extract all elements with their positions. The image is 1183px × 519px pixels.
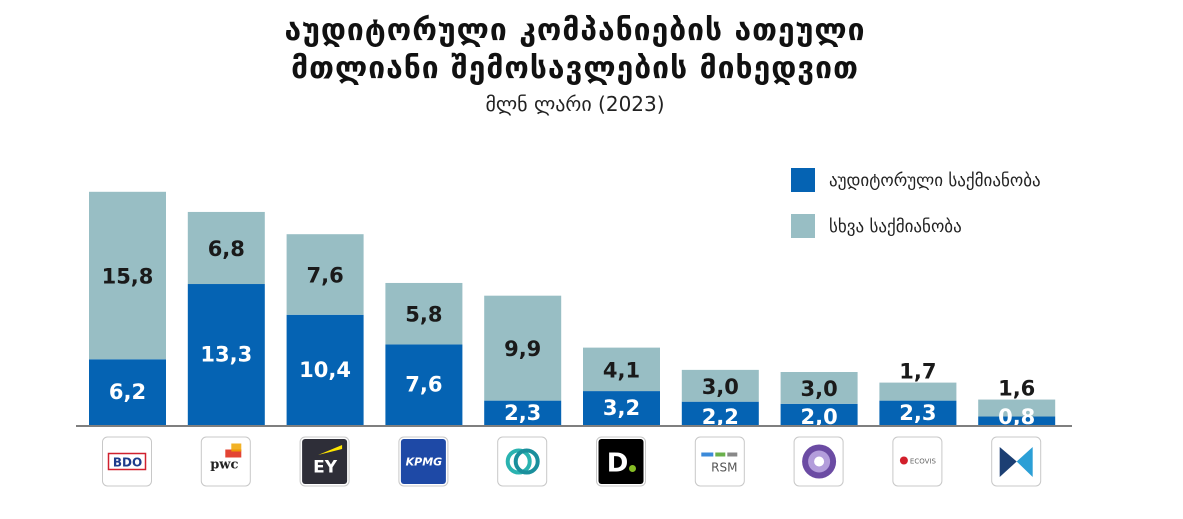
kpmg-logo-bg — [400, 439, 446, 484]
label-other-8: 1,7 — [899, 360, 936, 384]
logos-group: BDO pwc EY KPMG D RSM ECOVIS — [102, 436, 1042, 487]
label-audit-2: 10,4 — [299, 358, 351, 382]
purple-swirl-logo — [793, 436, 844, 487]
bar-other-6 — [681, 369, 759, 402]
bar-other-3 — [385, 282, 463, 345]
label-audit-1: 13,3 — [200, 343, 252, 367]
bar-other-0 — [89, 191, 166, 360]
kpmg-logo: KPMG — [398, 436, 449, 487]
label-audit-7: 2,0 — [800, 405, 837, 429]
triangle-logo — [991, 436, 1042, 487]
bar-audit-3 — [385, 344, 463, 425]
label-other-9: 1,6 — [998, 377, 1035, 401]
bar-audit-4 — [484, 400, 562, 425]
label-other-0: 15,8 — [102, 265, 154, 289]
ey-logo: EY — [299, 436, 350, 487]
rsm-logo: RSM — [694, 436, 745, 487]
rsm-logo-text: RSM — [711, 461, 737, 475]
ey-logo-text: EY — [313, 458, 338, 478]
legend-label-audit: აუდიტორული საქმიანობა — [829, 171, 1041, 191]
chart-subtitle: მლნ ლარი (2023) — [485, 92, 665, 116]
pwc-logo-block-orange — [231, 443, 242, 452]
label-other-4: 9,9 — [504, 337, 541, 361]
label-audit-5: 3,2 — [603, 396, 640, 420]
bar-audit-0 — [89, 359, 166, 425]
bar-audit-5 — [583, 391, 660, 425]
legend: აუდიტორული საქმიანობა სხვა საქმიანობა — [791, 168, 1041, 238]
ecovis-logo-text: ECOVIS — [910, 458, 937, 466]
bar-audit-2 — [286, 314, 364, 425]
chart-title-line-2: მთლიანი შემოსავლების მიხედვით — [291, 51, 859, 86]
triangle-logo-left — [999, 447, 1017, 477]
bar-audit-1 — [187, 284, 265, 425]
rsm-logo-frame — [694, 436, 745, 487]
ecovis-logo-frame — [892, 436, 943, 487]
bar-other-9 — [978, 399, 1056, 417]
label-audit-8: 2,3 — [899, 401, 936, 425]
rsm-logo-bar-1 — [701, 452, 714, 457]
kpmg-logo-text: KPMG — [406, 456, 443, 469]
bdo-logo: BDO — [102, 436, 152, 487]
label-audit-6: 2,2 — [702, 405, 739, 429]
rings-logo-ring-2 — [513, 448, 540, 475]
rsm-logo-bar-3 — [727, 452, 738, 457]
bar-audit-7 — [780, 403, 858, 425]
bdo-logo-outline — [107, 452, 147, 471]
label-audit-3: 7,6 — [405, 373, 442, 397]
label-other-5: 4,1 — [603, 358, 640, 382]
bar-other-7 — [780, 372, 858, 404]
bar-audit-8 — [879, 400, 957, 425]
bars-group: 6,2 15,8 13,3 6,8 10,4 7,6 7,6 5,8 2,3 9,9 3,2 4,1 2… — [89, 191, 1056, 429]
deloitte-logo-dot — [629, 465, 636, 472]
circular-rings-logo — [497, 436, 548, 487]
bar-audit-9 — [978, 416, 1056, 425]
deloitte-logo: D — [596, 436, 646, 487]
label-other-6: 3,0 — [702, 375, 739, 399]
pwc-logo-text: pwc — [210, 458, 238, 473]
label-audit-9: 0,8 — [998, 405, 1035, 429]
label-audit-0: 6,2 — [109, 380, 146, 404]
bar-other-4 — [484, 295, 562, 401]
bar-other-8 — [879, 382, 957, 401]
label-other-1: 6,8 — [208, 237, 245, 261]
deloitte-logo-bg — [598, 439, 644, 484]
label-other-3: 5,8 — [405, 303, 442, 327]
legend-swatch-audit — [791, 168, 815, 192]
bdo-logo-frame — [102, 436, 152, 487]
bdo-logo-text: BDO — [113, 456, 142, 470]
chart-title-line-1: აუდიტორული კომპანიების ათეული — [284, 13, 866, 48]
pwc-logo-block-red — [225, 449, 242, 458]
rings-logo-ring-1 — [505, 448, 532, 475]
pwc-logo: pwc — [200, 436, 251, 487]
legend-swatch-other — [791, 214, 815, 238]
circular-rings-logo-frame — [497, 436, 548, 487]
bar-audit-6 — [681, 401, 759, 425]
ecovis-logo-mark — [899, 456, 908, 465]
triangle-logo-right — [1016, 447, 1033, 477]
rsm-logo-bar-2 — [715, 452, 726, 457]
bar-other-2 — [286, 234, 364, 315]
deloitte-logo-letter: D — [607, 449, 629, 479]
ey-logo-beam — [318, 445, 343, 455]
bar-other-5 — [583, 347, 660, 392]
ecovis-logo: ECOVIS — [892, 436, 943, 487]
label-other-2: 7,6 — [306, 263, 343, 287]
chart-title-block: აუდიტორული კომპანიების ათეული მთლიანი შე… — [0, 12, 1150, 118]
label-other-7: 3,0 — [800, 377, 837, 401]
swirl-logo-center — [814, 456, 825, 467]
legend-label-other: სხვა საქმიანობა — [829, 217, 962, 237]
label-audit-4: 2,3 — [504, 401, 541, 425]
bar-other-1 — [187, 211, 265, 285]
